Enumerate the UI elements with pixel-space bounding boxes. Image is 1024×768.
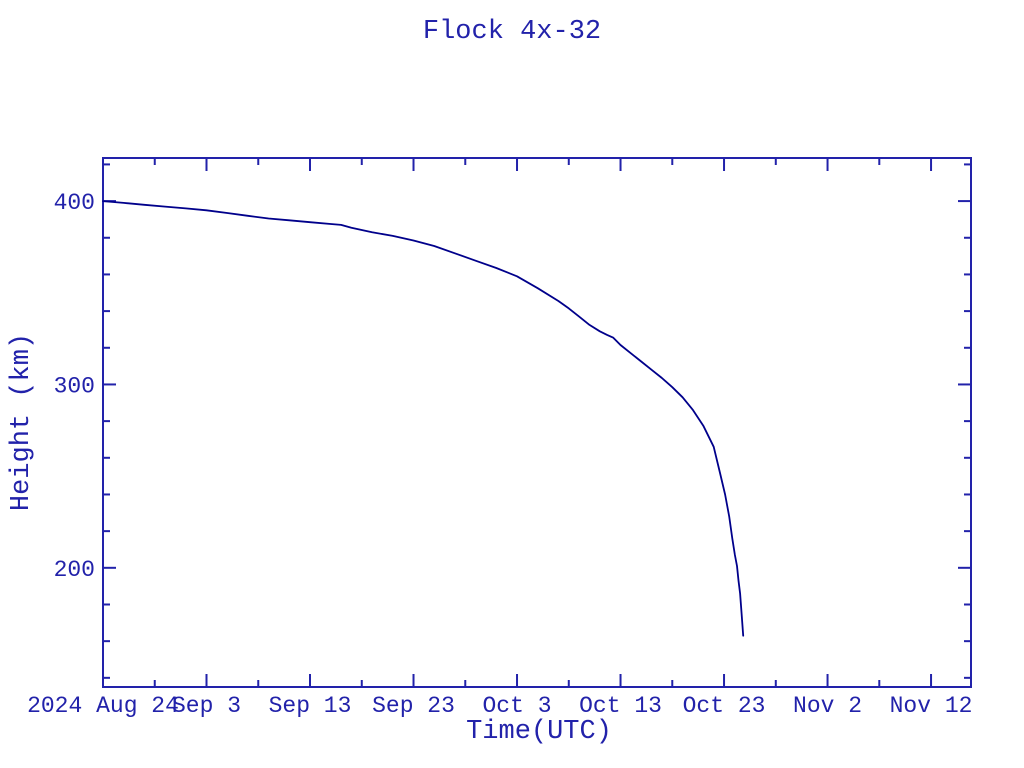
y-tick-label: 300 — [54, 373, 95, 399]
x-tick-label: Sep 23 — [372, 693, 455, 719]
plot-frame — [102, 157, 972, 688]
x-tick-label: Oct 3 — [483, 693, 552, 719]
y-tick-label: 200 — [54, 557, 95, 583]
x-tick-label: 2024 Aug 24 — [27, 693, 179, 719]
x-tick-label: Nov 2 — [793, 693, 862, 719]
x-tick-label: Nov 12 — [890, 693, 973, 719]
y-axis-label: Height (km) — [7, 332, 37, 512]
x-tick-label: Sep 13 — [269, 693, 352, 719]
x-axis-label: Time(UTC) — [466, 717, 612, 747]
x-tick-label: Sep 3 — [172, 693, 241, 719]
x-tick-label: Oct 23 — [683, 693, 766, 719]
x-tick-label: Oct 13 — [579, 693, 662, 719]
y-tick-label: 400 — [54, 190, 95, 216]
chart-title: Flock 4x-32 — [422, 17, 602, 47]
decay-curve — [102, 200, 745, 637]
